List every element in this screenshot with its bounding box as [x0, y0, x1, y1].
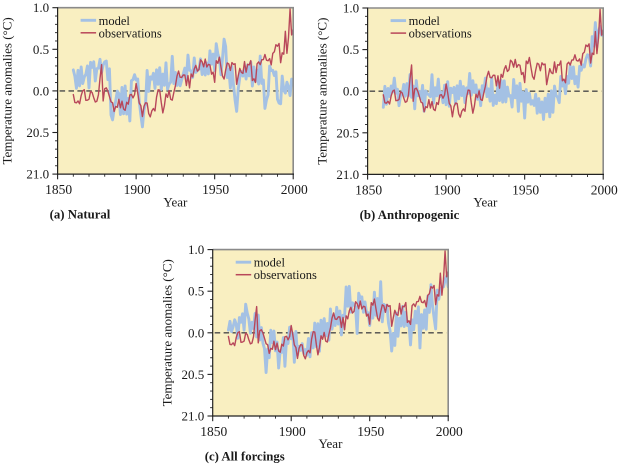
svg-text:21.0: 21.0: [181, 409, 204, 424]
svg-text:Year: Year: [318, 436, 343, 451]
svg-text:Year: Year: [473, 195, 498, 210]
svg-text:1850: 1850: [45, 182, 72, 197]
svg-text:observations: observations: [409, 27, 472, 41]
svg-text:20.5: 20.5: [336, 125, 359, 140]
svg-text:1950: 1950: [357, 424, 384, 439]
svg-text:(a) Natural: (a) Natural: [50, 208, 111, 222]
svg-text:0.0: 0.0: [343, 84, 359, 99]
svg-text:0.0: 0.0: [188, 325, 204, 340]
svg-text:1.0: 1.0: [343, 1, 359, 16]
svg-text:1900: 1900: [279, 424, 306, 439]
svg-text:0.5: 0.5: [188, 284, 204, 299]
svg-text:1900: 1900: [124, 182, 151, 197]
svg-text:model: model: [99, 14, 131, 28]
svg-text:20.5: 20.5: [181, 367, 204, 382]
svg-text:1850: 1850: [200, 424, 227, 439]
svg-text:0.0: 0.0: [33, 83, 49, 98]
svg-text:0.5: 0.5: [33, 42, 49, 57]
svg-text:observations: observations: [99, 26, 162, 40]
svg-text:observations: observations: [254, 268, 317, 282]
svg-text:(b) Anthropogenic: (b) Anthropogenic: [360, 208, 460, 222]
svg-text:Year: Year: [163, 194, 188, 209]
svg-text:2000: 2000: [591, 182, 618, 197]
svg-text:1950: 1950: [512, 182, 539, 197]
svg-text:20.5: 20.5: [26, 125, 49, 140]
svg-text:1.0: 1.0: [33, 0, 49, 15]
svg-text:Temperature anomalies (°C): Temperature anomalies (°C): [315, 18, 330, 165]
svg-text:Temperature anomalies (°C): Temperature anomalies (°C): [0, 17, 15, 164]
svg-text:Temperature anomalies (°C): Temperature anomalies (°C): [160, 259, 175, 406]
svg-text:(c) All forcings: (c) All forcings: [205, 450, 285, 464]
svg-text:1.0: 1.0: [188, 242, 204, 257]
svg-text:0.5: 0.5: [343, 42, 359, 57]
svg-text:1950: 1950: [202, 182, 229, 197]
svg-text:21.0: 21.0: [336, 167, 359, 182]
svg-text:1850: 1850: [355, 182, 382, 197]
svg-text:2000: 2000: [436, 424, 463, 439]
svg-text:model: model: [254, 256, 286, 270]
svg-text:model: model: [409, 14, 441, 28]
svg-text:2000: 2000: [281, 182, 308, 197]
svg-text:21.0: 21.0: [26, 167, 49, 182]
svg-text:1900: 1900: [434, 182, 461, 197]
